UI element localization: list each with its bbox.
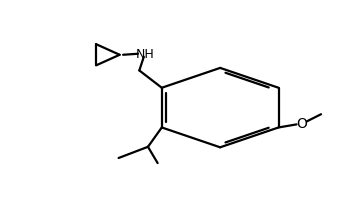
Text: NH: NH — [136, 48, 155, 61]
Text: O: O — [297, 117, 307, 131]
